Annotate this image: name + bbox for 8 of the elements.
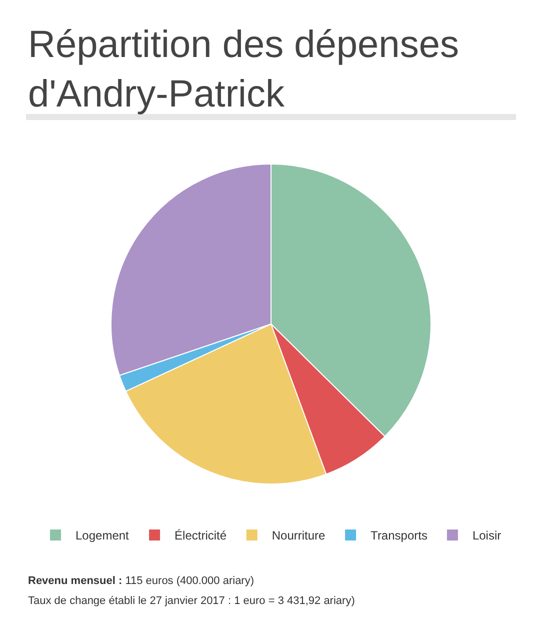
legend-label: Nourriture (272, 528, 326, 543)
legend-label: Loisir (472, 528, 502, 543)
legend-label: Logement (76, 528, 130, 543)
legend-label: Transports (370, 528, 428, 543)
text: Revenu mensuel : 115 euros (400.000 ariary) (28, 575, 254, 587)
chart-title: Répartition des dépenses d'Andry-Patrick (28, 24, 459, 116)
text: Taux de change établi le 27 janvier 2017 : 1 euro = 3 431,92 ariary) (28, 595, 355, 607)
legend-label: Électricité (174, 528, 227, 543)
